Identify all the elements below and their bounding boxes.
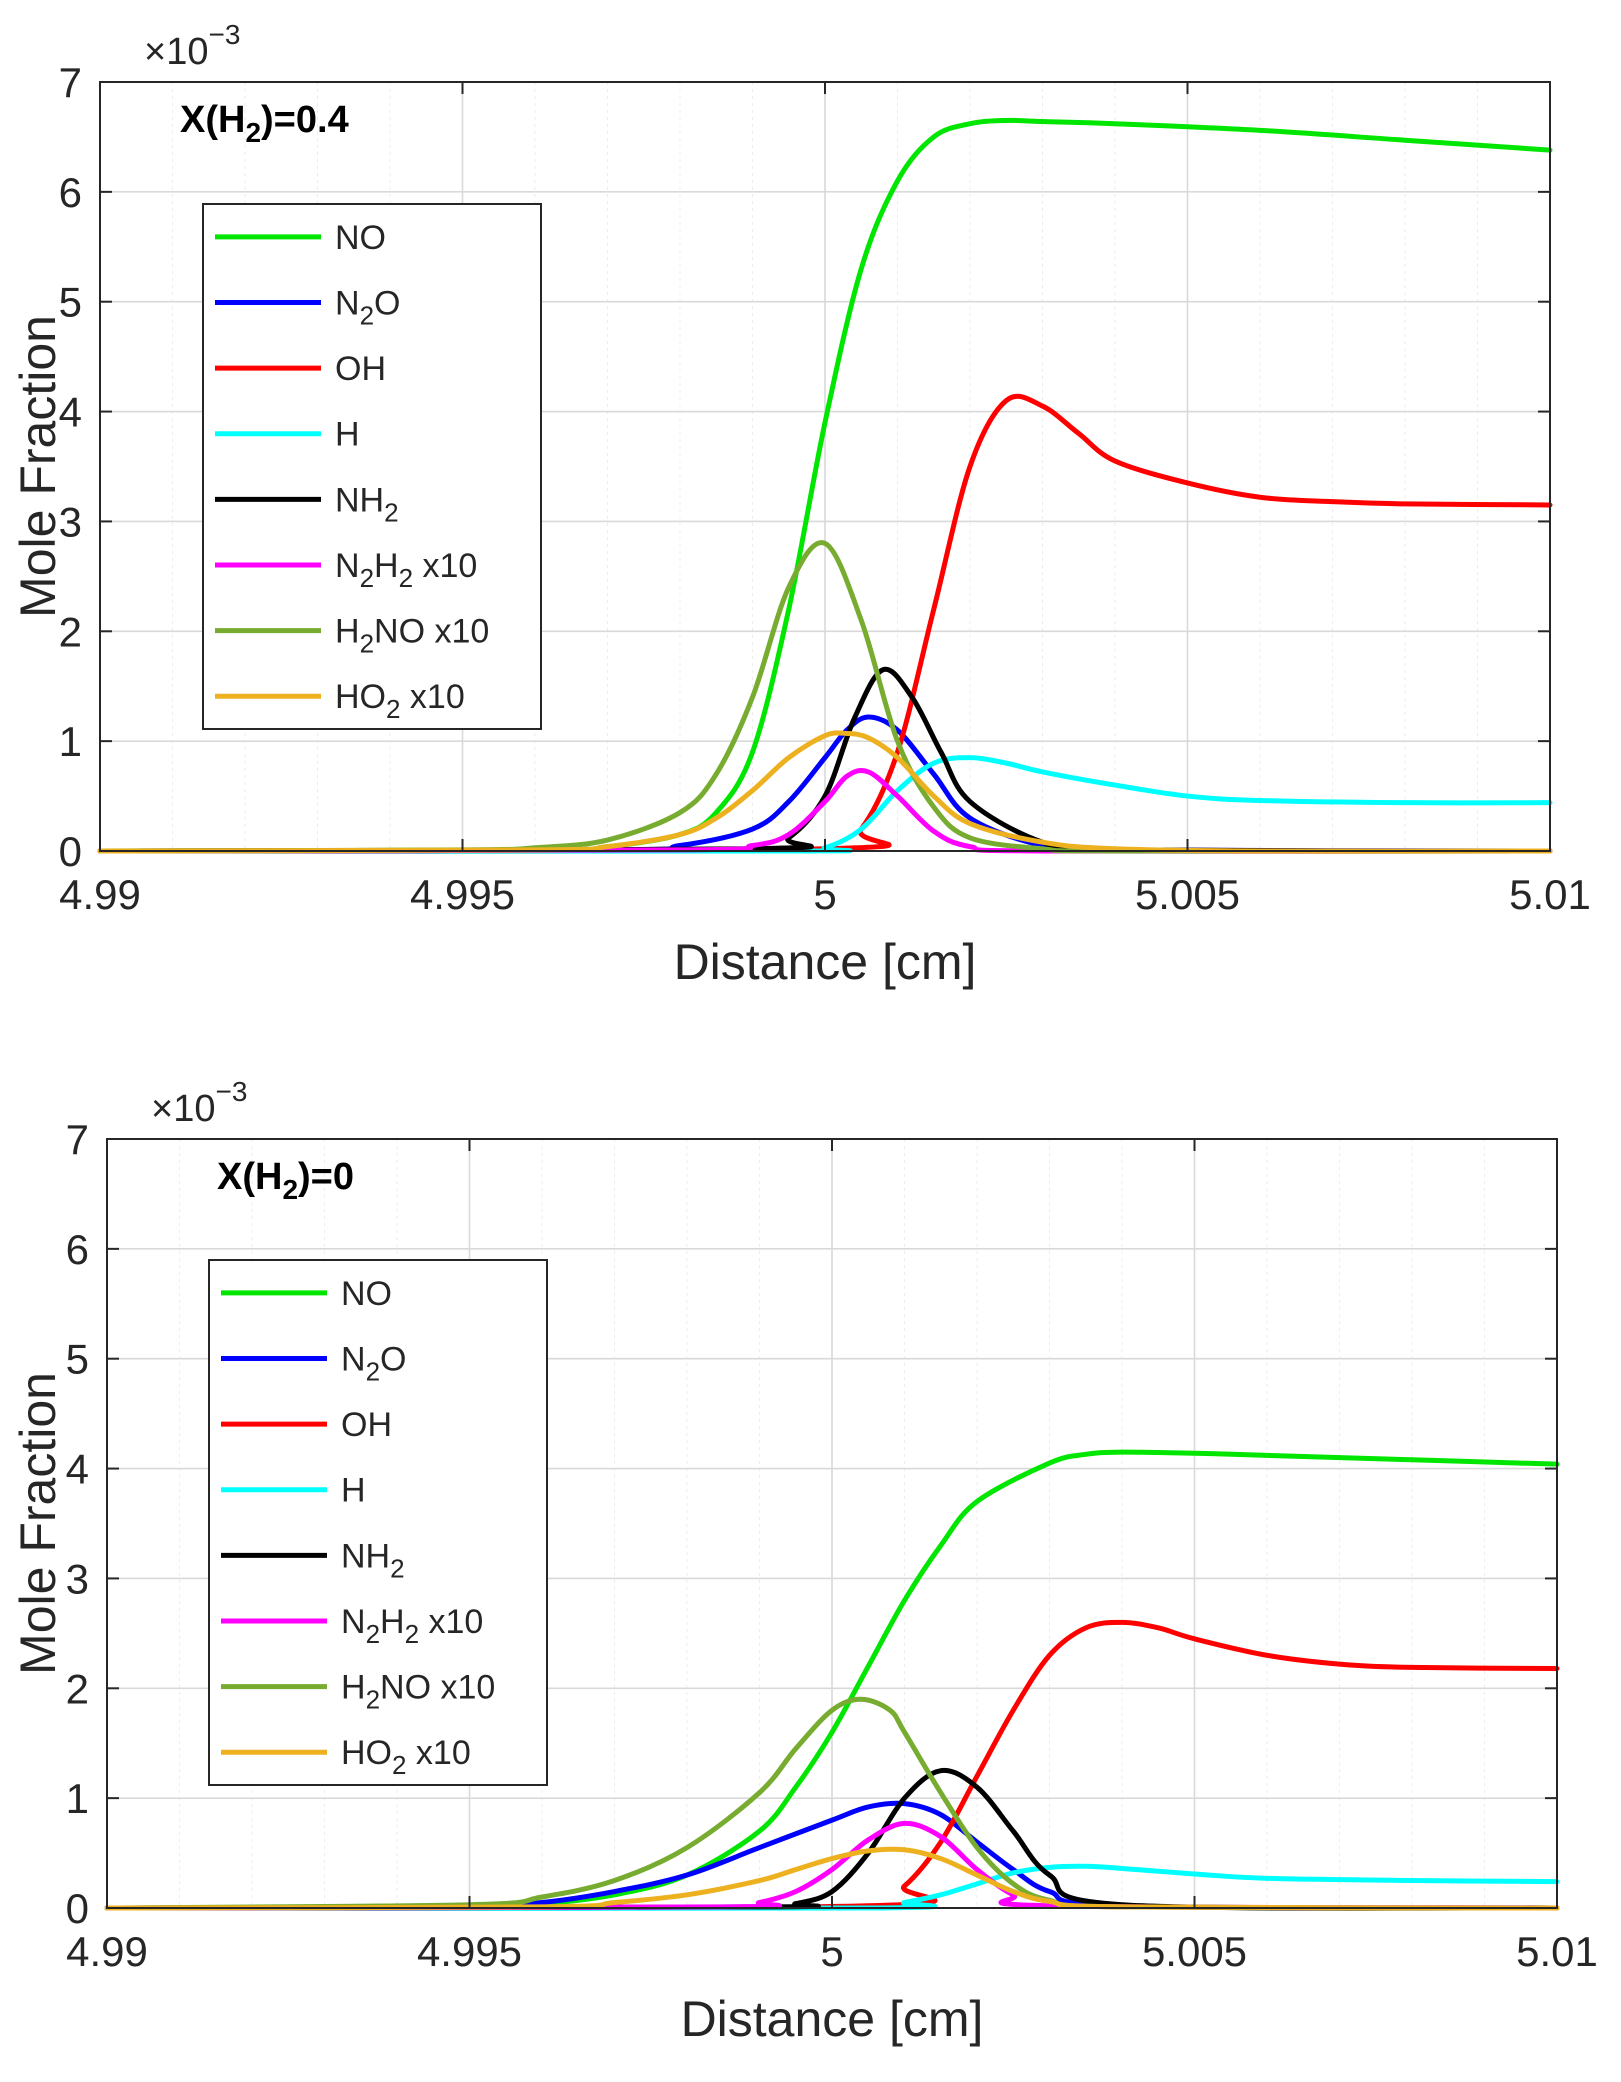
y-tick-label: 6 <box>59 169 82 216</box>
y-axis-label: Mole Fraction <box>10 1372 66 1675</box>
y-multiplier: ×10−3 <box>144 19 240 73</box>
chart-panel-1: 4.99 4.995 5 5.005 5.01 0 1 2 3 4 5 6 7 ×10−3 Distance… <box>10 19 1591 990</box>
y-tick-label: 6 <box>66 1226 89 1273</box>
y-tick-label: 4 <box>66 1446 89 1493</box>
legend-entry-h: H <box>341 1472 366 1510</box>
legend-box <box>208 1259 548 1786</box>
x-tick-label: 4.995 <box>410 871 515 918</box>
x-tick-label: 5.005 <box>1135 871 1240 918</box>
legend-entry-ho2-x10: HO2 x10 <box>335 678 465 724</box>
y-axis-label: Mole Fraction <box>10 315 66 618</box>
condition-annotation: X(H2)=0.4 <box>180 99 349 148</box>
y-multiplier: ×10−3 <box>151 1076 247 1130</box>
series-line-oh <box>97 393 1553 854</box>
legend-entry-no: NO <box>341 1275 392 1313</box>
y-tick-label: 0 <box>59 828 82 875</box>
legend: NO N2O OH H NH2 N2H2 x10 H2NO x10 HO2 x10 <box>208 1259 548 1786</box>
x-tick-label: 4.99 <box>59 871 141 918</box>
series-line-n2h2-x10 <box>104 1820 1560 1911</box>
x-axis-label: Distance [cm] <box>681 1991 984 2047</box>
x-tick-label: 4.995 <box>417 1928 522 1975</box>
y-tick-label: 2 <box>59 608 82 655</box>
x-tick-label: 4.99 <box>66 1928 148 1975</box>
legend-entry-n2o: N2O <box>335 284 400 330</box>
y-tick-label: 2 <box>66 1665 89 1712</box>
x-tick-label: 5 <box>820 1928 843 1975</box>
legend-entry-nh2: NH2 <box>341 1537 405 1583</box>
x-tick-label: 5.005 <box>1142 1928 1247 1975</box>
x-tick-label: 5.01 <box>1516 1928 1598 1975</box>
y-tick-label: 3 <box>59 498 82 545</box>
legend-entry-n2h2-x10: N2H2 x10 <box>335 547 477 593</box>
series-lines <box>104 1449 1560 1911</box>
legend-entry-h2no-x10: H2NO x10 <box>335 613 489 659</box>
y-tick-label: 1 <box>66 1775 89 1822</box>
legend-entry-h: H <box>335 416 360 454</box>
y-tick-label: 0 <box>66 1885 89 1932</box>
legend-entry-ho2-x10: HO2 x10 <box>341 1734 471 1780</box>
legend-entry-n2o: N2O <box>341 1340 406 1386</box>
x-tick-label: 5 <box>813 871 836 918</box>
x-axis-label: Distance [cm] <box>674 934 977 990</box>
y-tick-label: 1 <box>59 718 82 765</box>
y-tick-label: 7 <box>59 59 82 106</box>
legend-box <box>202 203 542 730</box>
legend-entry-n2h2-x10: N2H2 x10 <box>341 1603 483 1649</box>
y-tick-label: 5 <box>66 1336 89 1383</box>
legend-entry-h2no-x10: H2NO x10 <box>341 1669 495 1715</box>
legend: NO N2O OH H NH2 N2H2 x10 H2NO x10 HO2 x10 <box>202 203 542 730</box>
series-line-ho2-x10 <box>97 730 1553 854</box>
legend-entry-no: NO <box>335 219 386 257</box>
legend-entry-oh: OH <box>335 350 386 388</box>
y-tick-label: 4 <box>59 389 82 436</box>
x-tick-label: 5.01 <box>1509 871 1591 918</box>
chart-panel-2: 4.99 4.995 5 5.005 5.01 0 1 2 3 4 5 6 7 ×10−3 Distance… <box>10 1076 1598 2047</box>
y-tick-label: 3 <box>66 1555 89 1602</box>
y-tick-label: 5 <box>59 279 82 326</box>
legend-entry-nh2: NH2 <box>335 481 399 527</box>
y-tick-label: 7 <box>66 1116 89 1163</box>
condition-annotation: X(H2)=0 <box>217 1156 354 1205</box>
series-line-ho2-x10 <box>104 1846 1560 1911</box>
legend-entry-oh: OH <box>341 1406 392 1444</box>
